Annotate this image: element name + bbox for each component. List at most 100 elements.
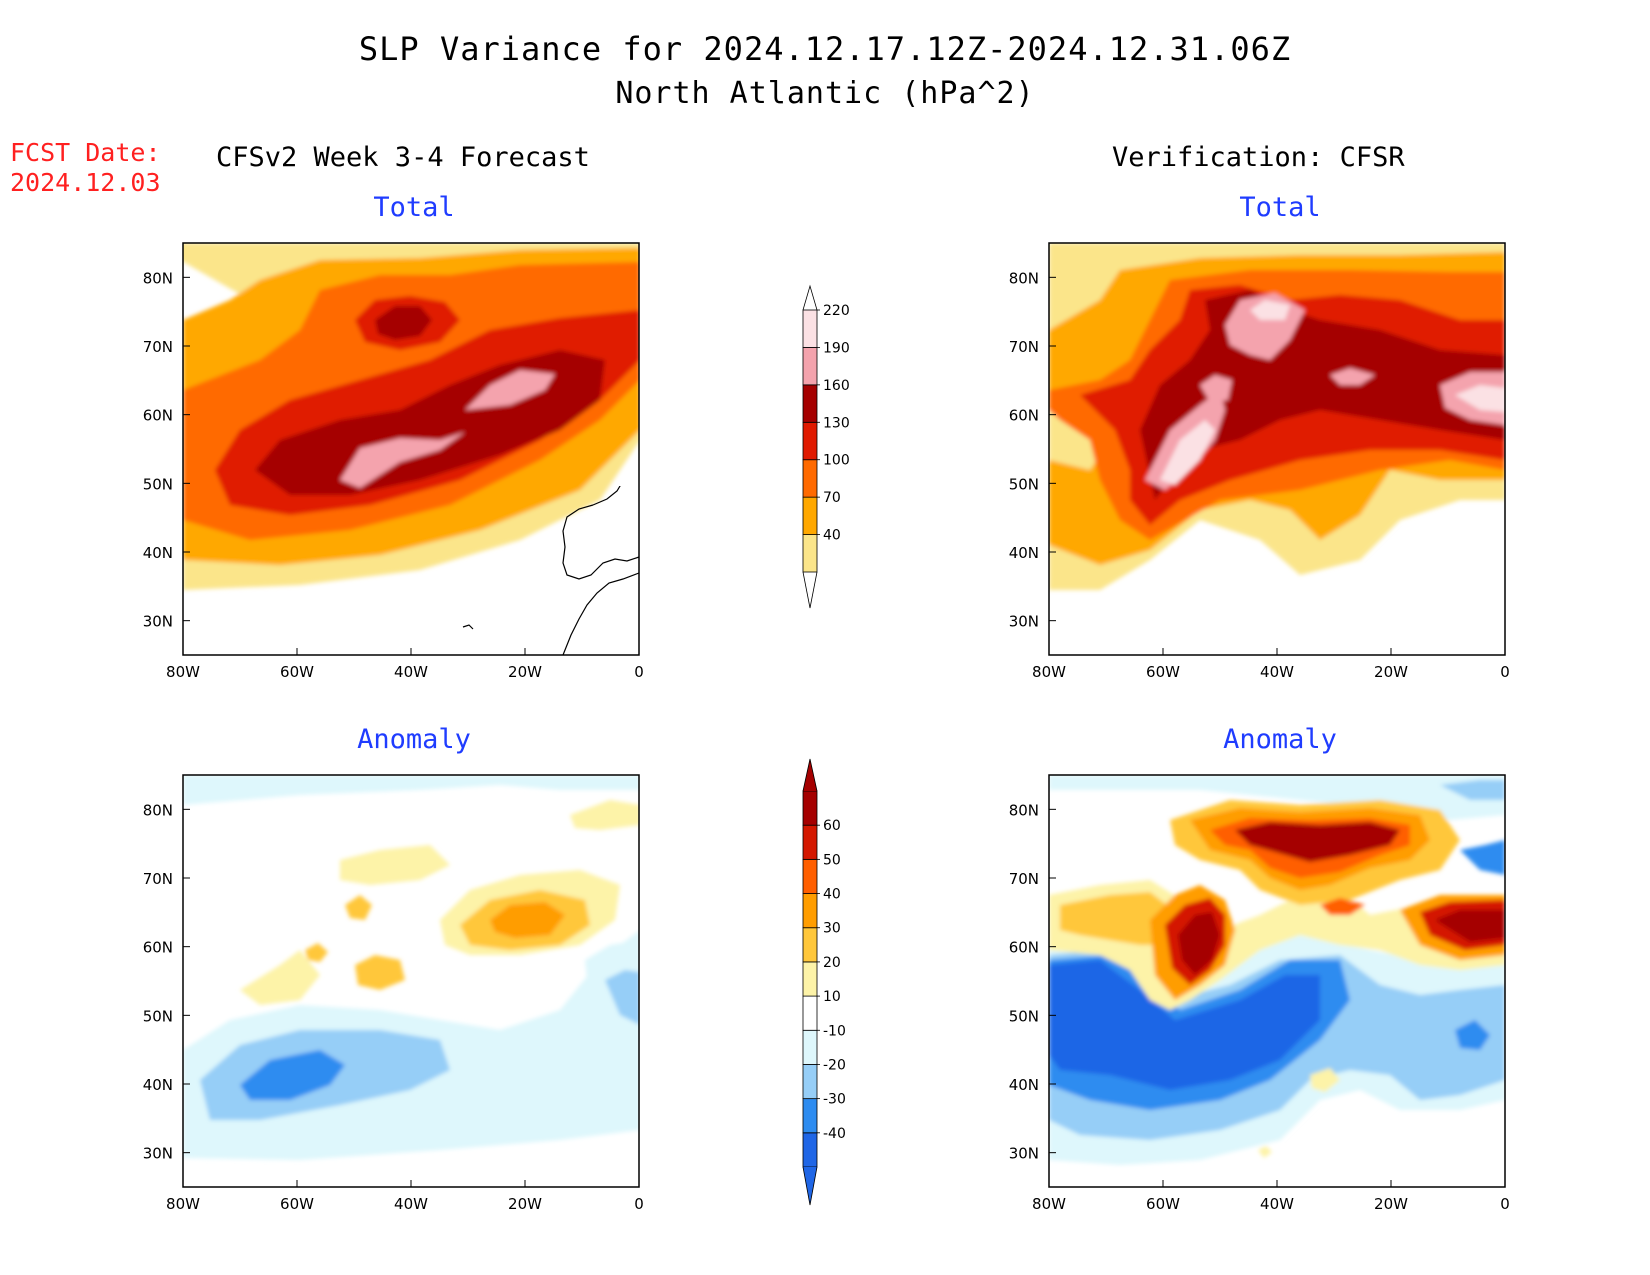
colorbar-band [802, 1098, 818, 1134]
forecast-date-value: 2024.12.03 [10, 168, 161, 197]
lon-tick-label: 80W [166, 663, 200, 681]
colorbar-band [802, 384, 818, 423]
lat-tick-label: 80N [143, 269, 173, 287]
colorbar-lower-arrow [802, 571, 818, 609]
shaded-field [183, 243, 639, 590]
forecast-date: FCST Date: 2024.12.03 [10, 138, 161, 198]
lon-tick-label: 80W [1032, 663, 1066, 681]
verification-anomaly-map [1048, 774, 1506, 1188]
forecast-date-label: FCST Date: [10, 138, 161, 167]
lat-tick-label: 40N [1009, 1076, 1039, 1094]
lon-tick-label: 40W [1260, 1195, 1294, 1213]
lat-tick-label: 30N [1009, 1145, 1039, 1163]
lat-tick-label: 70N [143, 338, 173, 356]
colorbar-label: -30 [823, 1092, 846, 1108]
colorbar-band [802, 824, 818, 860]
forecast-total-title: Total [373, 192, 455, 223]
colorbar-lower-arrow [802, 1166, 818, 1206]
colorbar-band [802, 927, 818, 963]
verification-column-title: Verification: CFSR [1112, 142, 1405, 173]
lat-tick-label: 50N [1009, 1007, 1039, 1025]
lat-tick-label: 40N [143, 1076, 173, 1094]
lon-tick-label: 40W [1260, 663, 1294, 681]
lon-tick-label: 60W [280, 663, 314, 681]
lat-tick-label: 60N [1009, 939, 1039, 957]
colorbar-label: 30 [823, 921, 841, 937]
colorbar-band [802, 347, 818, 386]
lon-tick-label: 20W [1374, 663, 1408, 681]
colorbar-band [802, 858, 818, 894]
lat-tick-label: 30N [1009, 613, 1039, 631]
colorbar-band [802, 309, 818, 348]
lat-tick-label: 60N [1009, 407, 1039, 425]
colorbar-label: -10 [823, 1023, 846, 1039]
lat-tick-label: 30N [143, 613, 173, 631]
lon-tick-label: 40W [394, 663, 428, 681]
colorbar-band [802, 496, 818, 535]
lon-tick-label: 0 [1500, 663, 1510, 681]
colorbar-band [802, 995, 818, 1031]
lon-tick-label: 80W [1032, 1195, 1066, 1213]
lon-tick-label: 60W [1146, 1195, 1180, 1213]
colorbar-label: 50 [823, 852, 841, 868]
colorbar-label: 100 [823, 453, 850, 469]
verification-total-map [1048, 242, 1506, 656]
colorbar-band [802, 961, 818, 997]
colorbar-band [802, 534, 818, 573]
lat-tick-label: 60N [143, 939, 173, 957]
colorbar-band [802, 459, 818, 498]
colorbar-label: 220 [823, 303, 850, 319]
lat-tick-label: 40N [1009, 544, 1039, 562]
colorbar-band [802, 790, 818, 826]
shaded-field [183, 775, 639, 1160]
lon-tick-label: 20W [508, 1195, 542, 1213]
lat-tick-label: 70N [1009, 870, 1039, 888]
colorbar-label: 130 [823, 415, 850, 431]
colorbar-upper-arrow [802, 758, 818, 792]
colorbar-label: 40 [823, 528, 841, 544]
lat-tick-label: 70N [1009, 338, 1039, 356]
colorbar-label: 160 [823, 378, 850, 394]
forecast-anomaly-title: Anomaly [357, 724, 471, 755]
colorbar-label: 10 [823, 989, 841, 1005]
sub-title: North Atlantic (hPa^2) [615, 76, 1035, 111]
lat-tick-label: 50N [143, 1007, 173, 1025]
anomaly-colorbar: -40 -30 -20 -10 10 20 30 40 50 60 [802, 758, 846, 1206]
lon-tick-label: 40W [394, 1195, 428, 1213]
lat-tick-label: 50N [143, 475, 173, 493]
colorbar-label: 60 [823, 818, 841, 834]
map-axes: 80W 60W 40W 20W 0 80N 70N 60N 50N 40N 30N 80W 60W 40W… [143, 269, 1510, 1213]
forecast-total-map [182, 242, 640, 656]
colorbar-band [802, 1029, 818, 1065]
forecast-anomaly-map [182, 774, 640, 1188]
lat-tick-label: 40N [143, 544, 173, 562]
shaded-field [1049, 775, 1505, 1165]
lat-tick-label: 50N [1009, 475, 1039, 493]
lon-tick-label: 60W [1146, 663, 1180, 681]
lon-tick-label: 20W [1374, 1195, 1408, 1213]
lat-tick-label: 60N [143, 407, 173, 425]
lon-tick-label: 0 [634, 663, 644, 681]
colorbar-label: 190 [823, 340, 850, 356]
colorbar-label: -40 [823, 1126, 846, 1142]
colorbar-band [802, 893, 818, 929]
colorbar-label: -20 [823, 1057, 846, 1073]
shaded-field [1049, 243, 1505, 590]
colorbar-label: 20 [823, 955, 841, 971]
colorbar-upper-arrow [802, 284, 818, 311]
lon-tick-label: 0 [1500, 1195, 1510, 1213]
lat-tick-label: 70N [143, 870, 173, 888]
verification-anomaly-title: Anomaly [1223, 724, 1337, 755]
lon-tick-label: 20W [508, 663, 542, 681]
lat-tick-label: 80N [1009, 801, 1039, 819]
lat-tick-label: 30N [143, 1145, 173, 1163]
lat-tick-label: 80N [1009, 269, 1039, 287]
colorbar-band [802, 421, 818, 461]
main-title: SLP Variance for 2024.12.17.12Z-2024.12.… [358, 30, 1292, 68]
lon-tick-label: 0 [634, 1195, 644, 1213]
total-colorbar: 40 70 100 130 160 190 220 [802, 284, 850, 609]
colorbar-band [802, 1132, 818, 1168]
colorbar-label: 70 [823, 490, 841, 506]
forecast-column-title: CFSv2 Week 3-4 Forecast [216, 142, 590, 173]
